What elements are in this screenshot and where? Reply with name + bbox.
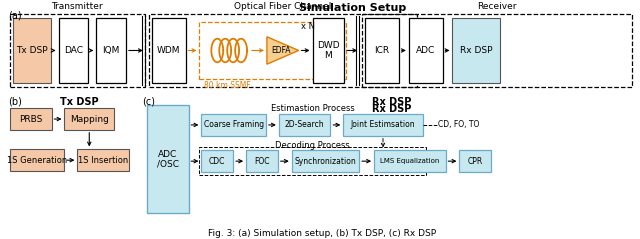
- Text: CD, FO, TO: CD, FO, TO: [438, 120, 479, 130]
- Bar: [343, 114, 422, 136]
- Text: FOC: FOC: [254, 157, 269, 166]
- Text: EDFA: EDFA: [271, 46, 291, 55]
- Text: DAC: DAC: [64, 46, 83, 55]
- Bar: [202, 114, 266, 136]
- Bar: [200, 147, 426, 175]
- Text: Transmitter: Transmitter: [52, 2, 103, 11]
- Bar: [292, 150, 359, 172]
- Bar: [96, 18, 126, 83]
- Text: WDM: WDM: [157, 46, 180, 55]
- Text: (a): (a): [8, 10, 22, 20]
- Text: ADC: ADC: [416, 46, 435, 55]
- Bar: [362, 14, 632, 87]
- Text: PRBS: PRBS: [19, 114, 42, 124]
- Text: Optical Fiber Channel: Optical Fiber Channel: [234, 2, 332, 11]
- Text: CDC: CDC: [209, 157, 225, 166]
- Bar: [77, 149, 129, 171]
- Text: 1S Generation: 1S Generation: [7, 156, 67, 165]
- Bar: [246, 150, 278, 172]
- Text: Estimastion Process: Estimastion Process: [271, 104, 355, 113]
- Bar: [13, 18, 51, 83]
- Text: LMS Equalization: LMS Equalization: [380, 158, 440, 164]
- Text: ADC
/OSC: ADC /OSC: [157, 150, 179, 169]
- Text: Simulation Setup: Simulation Setup: [299, 4, 406, 13]
- Text: 1S Insertion: 1S Insertion: [78, 156, 128, 165]
- Text: Rx DSP: Rx DSP: [372, 104, 412, 114]
- Bar: [58, 18, 88, 83]
- Bar: [279, 114, 330, 136]
- Bar: [10, 14, 145, 87]
- Text: Tx DSP: Tx DSP: [16, 46, 47, 55]
- Text: 2D-Search: 2D-Search: [285, 120, 324, 130]
- Bar: [149, 14, 417, 87]
- Bar: [312, 18, 344, 83]
- Text: Rx DSP: Rx DSP: [460, 46, 493, 55]
- Text: CPR: CPR: [468, 157, 483, 166]
- Bar: [202, 150, 233, 172]
- Polygon shape: [267, 37, 299, 64]
- Text: 80 km SSMF: 80 km SSMF: [204, 81, 251, 90]
- Text: Decoding Process: Decoding Process: [275, 141, 350, 150]
- Text: Rx DSP: Rx DSP: [372, 97, 412, 107]
- Text: Tx DSP: Tx DSP: [60, 97, 99, 107]
- Bar: [200, 22, 346, 79]
- Bar: [452, 18, 500, 83]
- Text: DWD
M: DWD M: [317, 41, 340, 60]
- Bar: [10, 108, 52, 130]
- Bar: [374, 150, 445, 172]
- Text: x N: x N: [301, 22, 315, 31]
- Text: (c): (c): [142, 97, 155, 107]
- Text: IQM: IQM: [102, 46, 120, 55]
- Text: Receiver: Receiver: [477, 2, 517, 11]
- Text: Synchronization: Synchronization: [294, 157, 356, 166]
- Text: Fig. 3: (a) Simulation setup, (b) Tx DSP, (c) Rx DSP: Fig. 3: (a) Simulation setup, (b) Tx DSP…: [209, 229, 436, 238]
- Bar: [152, 18, 186, 83]
- Bar: [460, 150, 491, 172]
- Bar: [65, 108, 114, 130]
- Bar: [409, 18, 442, 83]
- Bar: [10, 149, 65, 171]
- Text: ICR: ICR: [374, 46, 390, 55]
- Text: Coarse Framing: Coarse Framing: [204, 120, 264, 130]
- Bar: [147, 105, 189, 213]
- Text: Mapping: Mapping: [70, 114, 109, 124]
- Text: (b): (b): [8, 97, 22, 107]
- Text: Joint Estimsation: Joint Estimsation: [351, 120, 415, 130]
- Bar: [365, 18, 399, 83]
